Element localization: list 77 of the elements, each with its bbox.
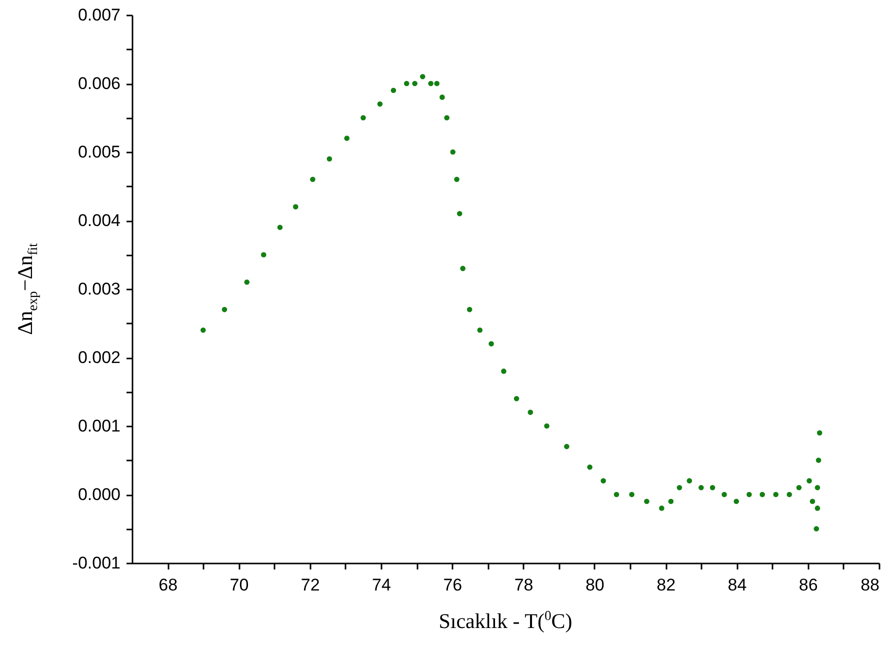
point (564, 444, 570, 450)
point (644, 498, 650, 504)
point (734, 498, 740, 504)
y-tick-label: 0.002 (78, 348, 120, 367)
x-axis-title: Sıcaklık - T($^{0}$C) (438, 608, 574, 634)
point (659, 506, 664, 511)
point (544, 423, 550, 429)
point (814, 485, 820, 490)
point (477, 327, 483, 333)
point (814, 506, 820, 511)
point (676, 485, 682, 490)
x-tick-label: 76 (443, 576, 462, 594)
x-tick-label: 80 (585, 576, 604, 594)
y-tick-label: 0.004 (78, 211, 120, 230)
point (420, 74, 426, 80)
point (796, 485, 802, 490)
x-tick-label: 88 (860, 576, 880, 594)
y-tick-label: 0.007 (78, 6, 120, 24)
point (710, 485, 716, 490)
y-tick-label: 0.003 (78, 280, 120, 298)
point (444, 115, 450, 120)
point (404, 80, 410, 86)
point (629, 492, 634, 498)
point (440, 94, 445, 100)
point (760, 492, 765, 498)
point (450, 149, 456, 155)
point (501, 368, 506, 374)
point (460, 266, 466, 272)
point (292, 204, 298, 210)
y-tick-label: 0.000 (78, 485, 120, 504)
point (528, 410, 534, 415)
point (773, 492, 778, 498)
point (686, 478, 692, 484)
point (277, 224, 283, 230)
y-tick-label: 0.001 (78, 416, 120, 436)
point (222, 306, 228, 312)
x-tick-label: 84 (728, 576, 747, 594)
x-tick-label: 86 (798, 576, 818, 594)
point (814, 526, 820, 532)
point (456, 211, 462, 216)
point (746, 492, 752, 498)
point (200, 327, 206, 333)
point (244, 280, 250, 285)
point (698, 485, 704, 490)
point (722, 492, 727, 498)
point (260, 252, 266, 258)
y-tick-label: -0.001 (72, 554, 120, 572)
point (326, 156, 332, 162)
y-tick-label: 0.006 (78, 74, 120, 93)
point (816, 458, 822, 463)
point (614, 492, 620, 498)
x-tick-label: 72 (300, 576, 320, 594)
x-tick-label: 78 (514, 576, 534, 594)
y-tick-label: 0.005 (78, 142, 120, 162)
point (816, 430, 822, 436)
point (434, 80, 440, 86)
point (310, 176, 316, 182)
point (360, 115, 366, 120)
point (668, 498, 674, 504)
point (454, 176, 460, 182)
point (412, 80, 418, 86)
point (587, 464, 592, 470)
point (488, 341, 494, 346)
point (377, 101, 383, 107)
x-tick-label: 74 (372, 576, 391, 594)
point (428, 80, 434, 86)
point (810, 498, 816, 504)
x-tick-label: 82 (656, 576, 676, 594)
x-tick-label: 68 (158, 576, 178, 594)
point (390, 88, 396, 93)
point (466, 306, 472, 312)
point (344, 136, 350, 141)
point (786, 492, 792, 498)
point (806, 478, 812, 484)
x-tick-label: 70 (230, 576, 249, 594)
point (514, 396, 520, 402)
point (600, 478, 606, 484)
